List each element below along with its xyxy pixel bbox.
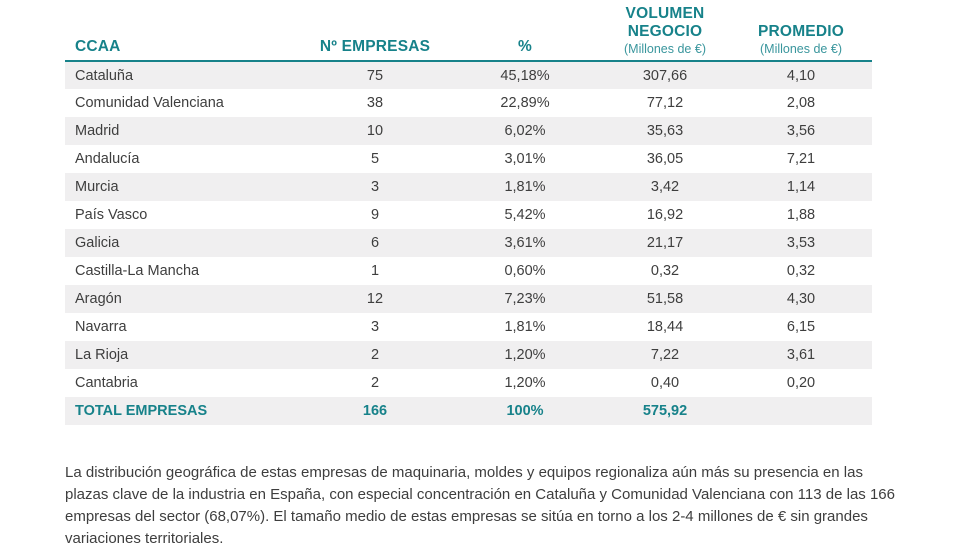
table-cell: 6 <box>370 235 380 251</box>
table-cell: 16,92 <box>646 207 684 223</box>
column-header-num-empresas-label: Nº EMPRESAS <box>319 38 431 55</box>
table-cell: 4,30 <box>786 291 816 307</box>
table-cell: 7,23% <box>504 291 546 307</box>
table-cell: 75 <box>366 67 384 84</box>
footnote-paragraph: La distribución geográfica de estas empr… <box>65 462 910 550</box>
table-cell: 307,66 <box>642 67 688 84</box>
table-cell: 0,32 <box>650 263 680 279</box>
table-cell: 1,20% <box>504 347 546 363</box>
table-cell: 10 <box>366 123 384 139</box>
table-cell: 0,20 <box>786 375 816 391</box>
table-cell: 2,08 <box>786 95 816 111</box>
table-cell: 1,14 <box>786 179 816 195</box>
total-volumen-cell: 575,92 <box>642 403 688 419</box>
table-cell: 45,18% <box>500 67 550 84</box>
table-cell: 3,53 <box>786 235 816 251</box>
table-cell: 1,81% <box>504 319 546 335</box>
table-row: Castilla-La Mancha 1 0,60% 0,32 0,32 <box>65 257 872 285</box>
column-header-volumen-negocio-label: VOLUMEN NEGOCIO <box>625 5 705 40</box>
total-empresas-cell: 166 <box>362 403 388 419</box>
table-cell: 1,20% <box>504 375 546 391</box>
footnote-line: plazas clave de la industria en España, … <box>65 486 895 503</box>
column-header-volumen-negocio: VOLUMEN NEGOCIO (Millones de €) <box>600 5 730 62</box>
table-cell: 7,22 <box>650 347 680 363</box>
table-cell: 7,21 <box>786 151 816 167</box>
table-cell: Cantabria <box>75 375 138 391</box>
column-header-promedio: PROMEDIO (Millones de €) <box>730 5 872 62</box>
table-cell: 5 <box>370 151 380 167</box>
column-header-ccaa-label: CCAA <box>75 38 121 55</box>
table-cell: 0,60% <box>504 263 546 279</box>
table-cell: Cataluña <box>75 67 134 84</box>
table-cell: 6,02% <box>504 123 546 139</box>
table-cell: 3,56 <box>786 123 816 139</box>
table-cell: 22,89% <box>500 95 550 111</box>
table-cell: 12 <box>366 291 384 307</box>
table-cell: Madrid <box>75 123 120 139</box>
total-percent-cell: 100% <box>506 403 544 419</box>
column-header-percent: % <box>450 5 600 62</box>
total-promedio-cell <box>730 397 872 425</box>
table-cell: Galicia <box>75 235 120 251</box>
table-cell: 9 <box>370 207 380 223</box>
table-row: Aragón 12 7,23% 51,58 4,30 <box>65 285 872 313</box>
table-row: Madrid 10 6,02% 35,63 3,56 <box>65 117 872 145</box>
table-cell: 21,17 <box>646 235 684 251</box>
table-row: Galicia 6 3,61% 21,17 3,53 <box>65 229 872 257</box>
column-header-ccaa: CCAA <box>65 5 300 62</box>
table-cell: 51,58 <box>646 291 684 307</box>
table-cell: Comunidad Valenciana <box>75 95 224 111</box>
column-header-percent-label: % <box>518 38 532 55</box>
table-cell: 1,81% <box>504 179 546 195</box>
table-row: Comunidad Valenciana 38 22,89% 77,12 2,08 <box>65 89 872 117</box>
table-row: Cataluña 75 45,18% 307,66 4,10 <box>65 61 872 89</box>
table-cell: País Vasco <box>75 207 148 223</box>
table-cell: 0,32 <box>786 263 816 279</box>
table-row: Cantabria 2 1,20% 0,40 0,20 <box>65 369 872 397</box>
footnote-line: empresas del sector (68,07%). El tamaño … <box>65 508 868 525</box>
ccaa-companies-table: CCAA Nº EMPRESAS % VOLUMEN NEGOCIO (Mill… <box>65 5 872 425</box>
table-cell: 3,61% <box>504 235 546 251</box>
table-cell: 35,63 <box>646 123 684 139</box>
table-cell: 0,40 <box>650 375 680 391</box>
table-cell: 3,01% <box>504 151 546 167</box>
table-row: Murcia 3 1,81% 3,42 1,14 <box>65 173 872 201</box>
table-cell: 4,10 <box>786 67 816 84</box>
table-cell: La Rioja <box>75 347 129 363</box>
table-cell: 18,44 <box>646 319 684 335</box>
column-header-promedio-label: PROMEDIO <box>758 23 844 40</box>
footnote-line: La distribución geográfica de estas empr… <box>65 464 863 481</box>
table-header-row: CCAA Nº EMPRESAS % VOLUMEN NEGOCIO (Mill… <box>65 5 872 62</box>
table-cell: 2 <box>370 347 380 363</box>
table-cell: 1,88 <box>786 207 816 223</box>
table-cell: Navarra <box>75 319 127 335</box>
table-cell: 38 <box>366 95 384 111</box>
table-cell: 77,12 <box>646 95 684 111</box>
table-row: País Vasco 9 5,42% 16,92 1,88 <box>65 201 872 229</box>
table-cell: 3,61 <box>786 347 816 363</box>
table-cell: 3 <box>370 179 380 195</box>
table-cell: 36,05 <box>646 151 684 167</box>
table-cell: 6,15 <box>786 319 816 335</box>
table-cell: Andalucía <box>75 151 140 167</box>
table-cell: 5,42% <box>504 207 546 223</box>
table-cell: Murcia <box>75 179 119 195</box>
column-header-num-empresas: Nº EMPRESAS <box>300 5 450 62</box>
column-subheader-promedio: (Millones de €) <box>760 42 842 56</box>
table-cell: Castilla-La Mancha <box>75 263 200 279</box>
column-subheader-volumen-negocio: (Millones de €) <box>624 42 706 56</box>
table-total-row: TOTAL EMPRESAS 166 100% 575,92 <box>65 397 872 425</box>
table-cell: 3 <box>370 319 380 335</box>
table-cell: 3,42 <box>650 179 680 195</box>
footnote-line: variaciones territoriales. <box>65 530 224 547</box>
table-row: Navarra 3 1,81% 18,44 6,15 <box>65 313 872 341</box>
table-row: Andalucía 5 3,01% 36,05 7,21 <box>65 145 872 173</box>
table-cell: 1 <box>370 263 380 279</box>
table-cell: Aragón <box>75 291 122 307</box>
table-row: La Rioja 2 1,20% 7,22 3,61 <box>65 341 872 369</box>
table-cell: 2 <box>370 375 380 391</box>
total-label-cell: TOTAL EMPRESAS <box>75 403 208 419</box>
